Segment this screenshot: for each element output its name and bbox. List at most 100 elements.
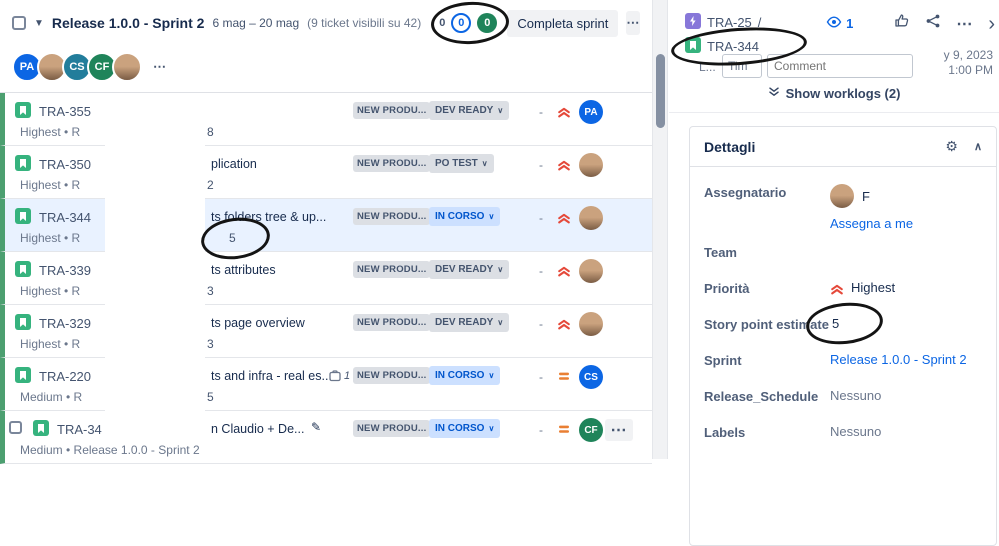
details-header[interactable]: Dettagli ⚙ ∧: [690, 127, 996, 167]
detail-field: Labels Nessuno: [690, 421, 996, 441]
field-value[interactable]: 5: [804, 299, 982, 348]
scrollbar-thumb[interactable]: [656, 54, 665, 128]
parent-issue-key[interactable]: TRA-25: [707, 15, 752, 30]
assignee-avatar[interactable]: CS: [579, 365, 603, 389]
attachment-badge: 1: [329, 370, 350, 382]
due-date-placeholder: -: [539, 211, 543, 225]
epic-label[interactable]: NEW PRODU...: [353, 155, 431, 172]
show-worklogs-link[interactable]: Show worklogs (2): [669, 86, 999, 101]
time-input[interactable]: [722, 54, 762, 78]
epic-label[interactable]: NEW PRODU...: [353, 261, 431, 278]
issue-key[interactable]: TRA-329: [39, 316, 92, 331]
user-avatar-photo[interactable]: [830, 184, 854, 208]
issue-row[interactable]: TRA-350 plication NEW PRODU... PO TEST ∨ …: [0, 146, 652, 199]
current-issue-key[interactable]: TRA-344: [707, 39, 760, 54]
epic-label[interactable]: NEW PRODU...: [353, 102, 431, 119]
issue-summary[interactable]: ts and infra - real es...: [211, 369, 332, 383]
breadcrumb-current[interactable]: TRA-344: [669, 23, 809, 70]
status-dropdown[interactable]: DEV READY ∨: [429, 313, 510, 332]
sprint-header: ▼ Release 1.0.0 - Sprint 2 6 mag – 20 ma…: [0, 0, 652, 47]
row-more-button[interactable]: ⋯: [605, 419, 633, 441]
field-value[interactable]: Release 1.0.0 - Sprint 2: [830, 349, 982, 367]
vertical-scrollbar[interactable]: [652, 0, 668, 459]
issue-subtext: Highest • R: [20, 231, 81, 245]
detail-field: Priorità Highest: [690, 277, 996, 297]
chevron-down-icon: ∨: [481, 159, 488, 168]
story-icon: [15, 155, 31, 171]
issue-summary[interactable]: ts folders tree & up...: [211, 210, 327, 224]
issue-subtext: Highest • R: [20, 337, 81, 351]
field-value[interactable]: F Assegna a me: [830, 181, 982, 231]
divider: [669, 112, 999, 113]
user-avatar-photo[interactable]: [112, 52, 142, 82]
sprint-more-button[interactable]: ⋯: [626, 11, 641, 35]
breadcrumb-parent[interactable]: TRA-25 /: [685, 13, 761, 32]
due-date-placeholder: -: [539, 158, 543, 172]
status-dropdown[interactable]: PO TEST ∨: [429, 154, 494, 173]
field-value[interactable]: Highest: [830, 277, 982, 295]
assign-to-me-link[interactable]: Assegna a me: [830, 216, 914, 231]
epic-label[interactable]: NEW PRODU...: [353, 314, 431, 331]
epic-label[interactable]: NEW PRODU...: [353, 367, 431, 384]
issue-row[interactable]: TRA-344 ts folders tree & up... NEW PROD…: [0, 199, 652, 264]
field-label: Labels: [704, 425, 746, 440]
issue-key[interactable]: TRA-339: [39, 263, 92, 278]
complete-sprint-button[interactable]: Completa sprint: [507, 9, 619, 37]
issue-summary[interactable]: plication: [211, 157, 257, 171]
status-dropdown[interactable]: IN CORSO ∨: [429, 419, 501, 438]
field-value[interactable]: Nessuno: [830, 424, 882, 439]
backlog-panel: ▼ Release 1.0.0 - Sprint 2 6 mag – 20 ma…: [0, 0, 652, 464]
status-dropdown[interactable]: DEV READY ∨: [429, 101, 510, 120]
status-dropdown[interactable]: IN CORSO ∨: [429, 207, 501, 226]
issue-key[interactable]: TRA-34: [57, 422, 102, 437]
assignee-avatar[interactable]: [579, 259, 603, 283]
issue-checkbox[interactable]: [9, 421, 22, 434]
issue-row[interactable]: TRA-329 ts page overview NEW PRODU... DE…: [0, 305, 652, 358]
assignee-avatar[interactable]: CF: [579, 418, 603, 442]
field-value[interactable]: Nessuno: [830, 388, 882, 403]
sprint-checkbox[interactable]: [12, 16, 26, 30]
status-dropdown[interactable]: DEV READY ∨: [429, 260, 510, 279]
field-label: Assegnatario: [704, 185, 787, 200]
epic-label[interactable]: NEW PRODU...: [353, 208, 431, 225]
epic-label[interactable]: NEW PRODU...: [353, 420, 431, 437]
story-icon: [15, 102, 31, 118]
issue-key[interactable]: TRA-220: [39, 369, 92, 384]
sprint-link[interactable]: Release 1.0.0 - Sprint 2: [830, 352, 967, 367]
due-date-placeholder: -: [539, 370, 543, 384]
chevron-down-icon[interactable]: ▼: [34, 17, 44, 29]
assignee-avatar[interactable]: [579, 153, 603, 177]
field-label: Sprint: [704, 353, 742, 368]
sprint-title[interactable]: Release 1.0.0 - Sprint 2: [51, 15, 205, 31]
issue-key[interactable]: TRA-344: [39, 210, 92, 225]
comment-input[interactable]: [767, 54, 913, 78]
chevron-up-icon[interactable]: ∧: [973, 141, 982, 153]
like-button[interactable]: [894, 13, 910, 34]
issue-summary[interactable]: ts page overview: [211, 316, 305, 330]
status-dropdown[interactable]: IN CORSO ∨: [429, 366, 501, 385]
more-avatars-icon[interactable]: ⋯: [153, 59, 168, 74]
more-actions-button[interactable]: ⋯: [956, 15, 974, 33]
assignee-avatar[interactable]: PA: [579, 100, 603, 124]
issue-summary[interactable]: ts attributes: [211, 263, 276, 277]
issue-row[interactable]: TRA-355 NEW PRODU... DEV READY ∨ - PA Hig…: [0, 93, 652, 146]
field-value[interactable]: [830, 241, 982, 255]
done-count-badge: 0: [477, 13, 498, 33]
issue-row[interactable]: TRA-34 n Claudio + De... ✎ NEW PRODU... …: [0, 411, 652, 464]
issue-summary[interactable]: n Claudio + De...: [211, 422, 305, 436]
share-icon[interactable]: [925, 13, 941, 34]
edit-summary-icon[interactable]: ✎: [311, 420, 322, 434]
assignee-avatar[interactable]: [579, 312, 603, 336]
story-icon: [15, 367, 31, 383]
issue-row[interactable]: TRA-339 ts attributes NEW PRODU... DEV R…: [0, 252, 652, 305]
watch-button[interactable]: 1: [826, 14, 853, 33]
collapse-panel-icon[interactable]: ›: [988, 12, 995, 35]
breadcrumb-separator: /: [757, 15, 762, 30]
issue-row[interactable]: TRA-220 ts and infra - real es... 1 NEW …: [0, 358, 652, 411]
issue-key[interactable]: TRA-350: [39, 157, 92, 172]
gear-icon[interactable]: ⚙: [945, 138, 958, 154]
issue-key[interactable]: TRA-355: [39, 104, 92, 119]
assignee-avatar[interactable]: [579, 206, 603, 230]
redaction-overlay: [105, 100, 205, 440]
avatar-row: PA CS CF ⋯: [0, 46, 652, 92]
